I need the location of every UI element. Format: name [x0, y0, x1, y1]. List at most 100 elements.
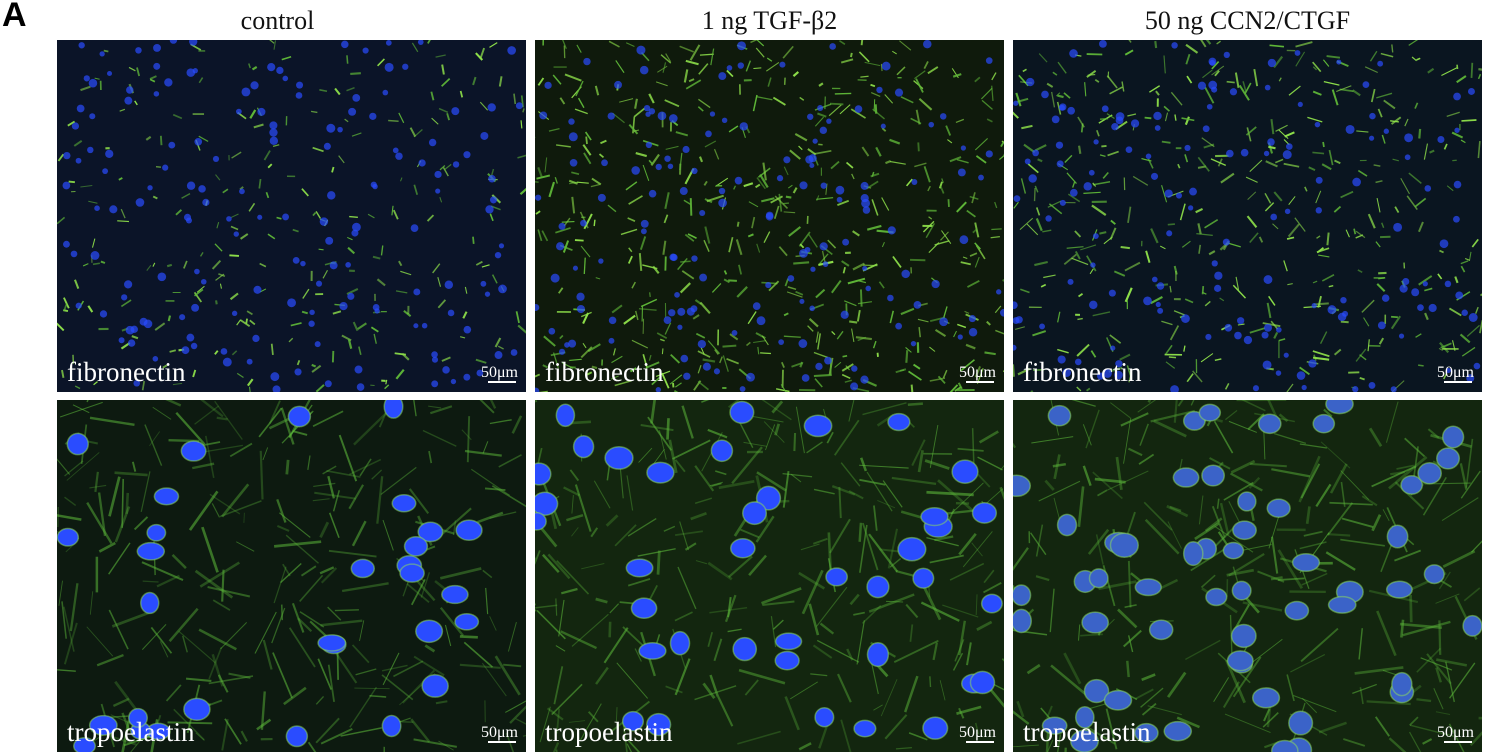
- fibronectin-fiber: [575, 80, 584, 97]
- tropoelastin-fiber: [307, 455, 311, 470]
- tropoelastin-fiber: [322, 465, 337, 475]
- fibronectin-fiber: [774, 195, 789, 210]
- tropoelastin-fiber: [806, 441, 823, 454]
- fibronectin-fiber: [1357, 269, 1363, 274]
- tropoelastin-fiber: [859, 524, 868, 573]
- nucleus: [1257, 413, 1282, 435]
- tropoelastin-fiber: [1115, 456, 1123, 491]
- fibronectin-fiber: [409, 127, 417, 138]
- nucleus: [99, 310, 108, 318]
- tropoelastin-fiber: [727, 555, 753, 578]
- nucleus: [866, 575, 890, 599]
- fibronectin-fiber: [627, 255, 633, 264]
- fibronectin-fiber: [610, 375, 619, 380]
- fibronectin-fiber: [338, 155, 345, 164]
- tropoelastin-fiber: [299, 611, 325, 628]
- fibronectin-fiber: [619, 98, 634, 103]
- fibronectin-fiber: [665, 53, 672, 63]
- fibronectin-fiber: [1278, 77, 1282, 82]
- tropoelastin-fiber: [795, 406, 805, 454]
- tropoelastin-fiber: [481, 662, 507, 697]
- nucleus: [807, 113, 814, 120]
- fibronectin-fiber: [437, 299, 447, 309]
- nucleus: [1383, 128, 1389, 134]
- tropoelastin-fiber: [1299, 443, 1328, 449]
- nucleus: [1047, 404, 1072, 427]
- nucleus: [1362, 81, 1370, 89]
- tropoelastin-fiber: [522, 734, 526, 737]
- tropoelastin-fiber: [558, 599, 565, 637]
- fibronectin-fiber: [1321, 274, 1335, 282]
- fibronectin-fiber: [986, 118, 993, 123]
- tropoelastin-fiber: [439, 606, 464, 637]
- fibronectin-fiber: [1266, 302, 1272, 319]
- tropoelastin-fiber: [1323, 408, 1333, 418]
- fibronectin-fiber: [1468, 251, 1472, 261]
- fibronectin-fiber: [587, 343, 601, 353]
- nucleus: [75, 302, 82, 309]
- fibronectin-fiber: [789, 149, 801, 160]
- tropoelastin-fiber: [1052, 462, 1066, 468]
- tropoelastin-fiber: [209, 493, 241, 515]
- tropoelastin-fiber: [926, 537, 959, 547]
- fibronectin-fiber: [923, 166, 931, 183]
- nucleus: [269, 136, 279, 146]
- fibronectin-fiber: [748, 201, 759, 208]
- tropoelastin-fiber: [1213, 420, 1234, 454]
- tropoelastin-fiber: [1120, 412, 1149, 427]
- fibronectin-fiber: [1331, 89, 1339, 106]
- fibronectin-fiber: [349, 215, 358, 219]
- tropoelastin-fiber: [1250, 462, 1287, 468]
- fibronectin-fiber: [1057, 61, 1067, 74]
- fibronectin-fiber: [1264, 192, 1272, 204]
- nucleus: [568, 118, 575, 125]
- fibronectin-fiber: [1083, 191, 1101, 194]
- tropoelastin-fiber: [920, 582, 942, 621]
- fibronectin-fiber: [1071, 257, 1089, 266]
- fibronectin-fiber: [792, 71, 800, 77]
- fibronectin-fiber: [857, 301, 873, 305]
- tropoelastin-fiber: [86, 502, 113, 544]
- fibronectin-fiber: [905, 178, 913, 187]
- fibronectin-fiber: [100, 260, 106, 264]
- tropoelastin-fiber: [782, 471, 790, 508]
- fibronectin-fiber: [858, 51, 870, 63]
- fibronectin-fiber: [561, 362, 574, 369]
- fibronectin-fiber: [834, 361, 842, 368]
- fibronectin-fiber: [786, 291, 803, 298]
- nucleus: [135, 47, 142, 54]
- tropoelastin-fiber: [666, 418, 670, 440]
- fibronectin-fiber: [517, 324, 526, 334]
- fibronectin-fiber: [1072, 181, 1076, 188]
- tropoelastin-fiber: [320, 727, 353, 745]
- nucleus: [308, 320, 315, 327]
- fibronectin-fiber: [1219, 297, 1225, 302]
- fibronectin-fiber: [857, 279, 867, 284]
- nucleus: [1301, 384, 1307, 391]
- nucleus: [1417, 304, 1424, 311]
- tropoelastin-fiber: [89, 591, 94, 615]
- nucleus: [1445, 367, 1451, 374]
- nucleus: [402, 63, 409, 70]
- tropoelastin-fiber: [790, 473, 802, 483]
- nucleus: [241, 87, 251, 97]
- fibronectin-fiber: [1312, 356, 1330, 361]
- fibronectin-fiber: [842, 355, 848, 358]
- fibronectin-fiber: [1174, 114, 1177, 121]
- nucleus: [669, 114, 678, 123]
- tropoelastin-fiber: [861, 605, 882, 624]
- fibronectin-fiber: [63, 297, 70, 309]
- fibronectin-fiber: [939, 185, 945, 194]
- fibronectin-fiber: [1299, 366, 1310, 376]
- nucleus: [1226, 149, 1234, 158]
- fibronectin-fiber: [120, 299, 132, 308]
- fibronectin-fiber: [1022, 68, 1027, 73]
- nucleus: [194, 268, 200, 275]
- nucleus: [403, 536, 429, 557]
- fibronectin-fiber: [844, 379, 852, 383]
- tropoelastin-fiber: [1478, 716, 1482, 720]
- fibronectin-fiber: [517, 154, 526, 159]
- fibronectin-fiber: [332, 310, 342, 315]
- nucleus: [125, 325, 135, 335]
- tropoelastin-fiber: [315, 695, 325, 705]
